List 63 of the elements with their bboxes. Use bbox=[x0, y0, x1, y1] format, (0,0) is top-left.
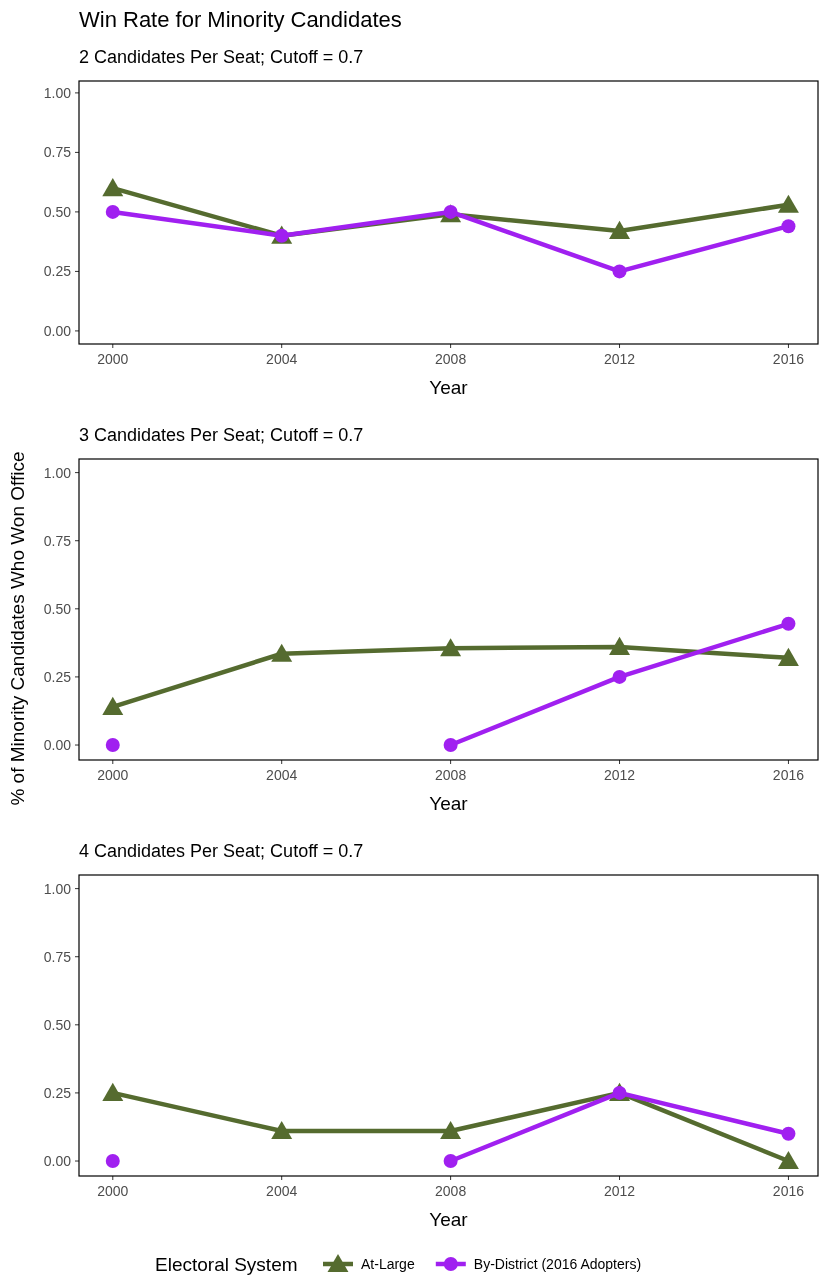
x-axis-title: Year bbox=[429, 793, 469, 814]
y-tick-label: 0.25 bbox=[43, 263, 72, 280]
x-tick-label: 2000 bbox=[97, 1183, 129, 1199]
x-tick-label: 2008 bbox=[435, 767, 467, 783]
point bbox=[102, 1082, 124, 1101]
point bbox=[609, 636, 630, 655]
point bbox=[443, 738, 458, 753]
x-tick-label: 2000 bbox=[97, 351, 129, 367]
point bbox=[781, 616, 796, 631]
point bbox=[105, 204, 120, 219]
y-tick-label: 0.00 bbox=[43, 322, 72, 339]
y-tick-label: 0.00 bbox=[43, 1152, 72, 1169]
point bbox=[105, 738, 120, 753]
x-tick-label: 2016 bbox=[772, 351, 805, 367]
y-tick-label: 1.00 bbox=[43, 464, 72, 481]
y-tick-label: 0.50 bbox=[43, 1016, 72, 1033]
x-tick-label: 2004 bbox=[266, 1183, 298, 1199]
x-tick-label: 2012 bbox=[603, 351, 636, 367]
x-axis-title: Year bbox=[429, 1209, 469, 1230]
point bbox=[271, 643, 293, 662]
x-axis-title: Year bbox=[429, 377, 469, 398]
point bbox=[781, 219, 796, 234]
point bbox=[777, 1150, 799, 1170]
x-tick-label: 2012 bbox=[603, 767, 636, 783]
y-tick-label: 0.00 bbox=[43, 736, 72, 753]
point bbox=[612, 669, 627, 684]
x-tick-label: 2004 bbox=[266, 767, 298, 783]
point bbox=[271, 1120, 293, 1140]
point bbox=[102, 696, 124, 715]
point bbox=[781, 1126, 796, 1141]
x-tick-label: 2008 bbox=[435, 351, 467, 367]
legend-label: By-District (2016 Adopters) bbox=[473, 1255, 642, 1272]
y-tick-label: 0.75 bbox=[43, 948, 72, 965]
point bbox=[777, 647, 799, 666]
y-tick-label: 0.25 bbox=[43, 668, 72, 685]
x-tick-label: 2016 bbox=[772, 767, 805, 783]
y-tick-label: 1.00 bbox=[43, 84, 72, 101]
legend-title: Electoral System bbox=[155, 1253, 298, 1275]
legend-label: At-Large bbox=[361, 1255, 415, 1272]
point bbox=[102, 178, 124, 197]
chart-subtitle: 4 Candidates Per Seat; Cutoff = 0.7 bbox=[79, 841, 364, 861]
y-tick-label: 0.50 bbox=[43, 600, 72, 617]
y-axis-title: % of Minority Candidates Who Won Office bbox=[7, 451, 28, 806]
chart-title: Win Rate for Minority Candidates bbox=[79, 7, 402, 32]
y-tick-label: 0.25 bbox=[43, 1084, 72, 1101]
y-tick-label: 0.75 bbox=[43, 144, 72, 161]
point bbox=[440, 638, 462, 657]
point bbox=[612, 264, 627, 279]
y-tick-label: 0.50 bbox=[43, 203, 72, 220]
chart-subtitle: 3 Candidates Per Seat; Cutoff = 0.7 bbox=[79, 425, 364, 445]
x-tick-label: 2000 bbox=[97, 767, 129, 783]
y-tick-label: 0.75 bbox=[43, 532, 72, 549]
x-tick-label: 2008 bbox=[435, 1183, 467, 1199]
point bbox=[609, 220, 630, 239]
point bbox=[443, 1154, 458, 1169]
y-tick-label: 1.00 bbox=[43, 880, 72, 897]
x-tick-label: 2012 bbox=[603, 1183, 636, 1199]
chart-subtitle: 2 Candidates Per Seat; Cutoff = 0.7 bbox=[79, 47, 364, 67]
point bbox=[777, 194, 799, 213]
x-tick-label: 2016 bbox=[772, 1183, 805, 1199]
point bbox=[105, 1154, 120, 1169]
point bbox=[440, 1120, 462, 1140]
x-tick-label: 2004 bbox=[266, 351, 298, 367]
